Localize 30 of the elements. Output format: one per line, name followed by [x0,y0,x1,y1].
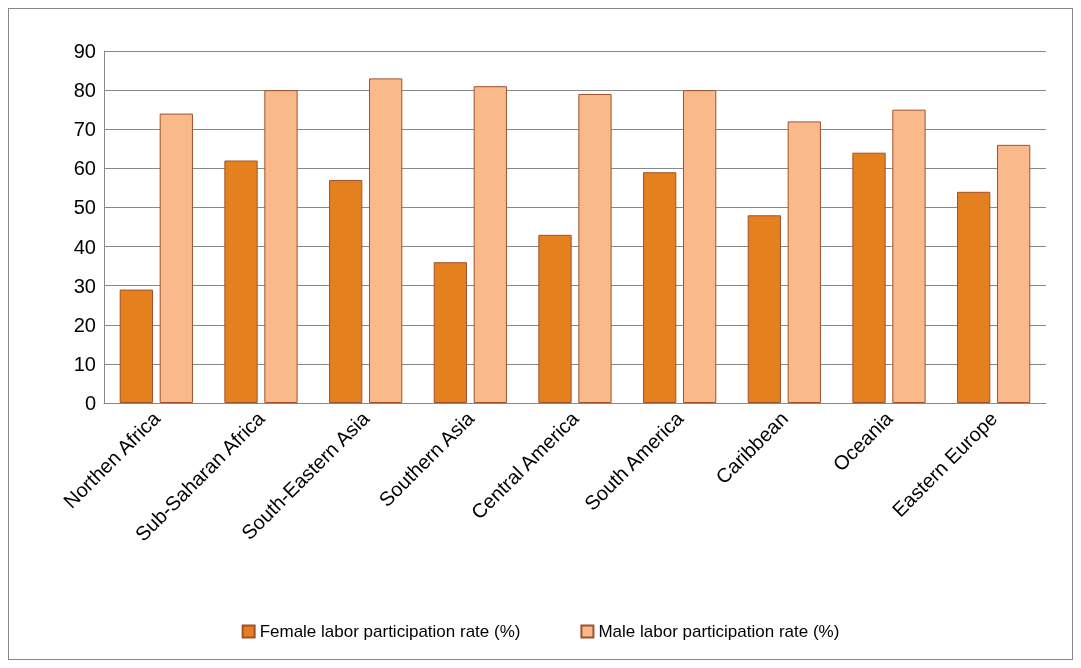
bar [538,234,572,403]
bar [787,121,821,403]
legend-label: Male labor participation rate (%) [598,622,840,641]
bar [957,191,991,403]
bar [264,90,298,403]
legend-label: Female labor participation rate (%) [259,622,521,641]
y-tick-label: 80 [73,79,96,102]
y-tick-label: 30 [73,274,96,297]
bar [892,109,926,403]
y-tick-label: 70 [73,118,96,141]
bar [369,78,403,403]
bar [643,172,677,403]
bar [997,144,1031,403]
y-tick-label: 20 [73,313,96,336]
y-tick-label: 60 [73,157,96,180]
bar [747,215,781,403]
y-tick-label: 10 [73,352,96,375]
bar [224,160,258,403]
bar [473,86,507,403]
bar [683,90,717,403]
y-tick-label: 40 [73,235,96,258]
bar [578,94,612,403]
bar [433,262,467,403]
bar [159,113,193,403]
y-tick-label: 50 [73,196,96,219]
bar [852,152,886,403]
bar [329,180,363,403]
bar [119,289,153,403]
y-tick-label: 90 [73,40,96,62]
y-tick-label: 0 [84,392,96,414]
